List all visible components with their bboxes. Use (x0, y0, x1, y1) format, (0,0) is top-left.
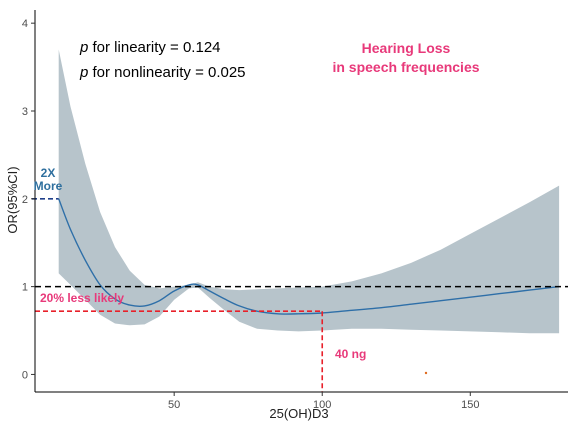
annotation-more: More (34, 179, 63, 193)
y-tick-label: 4 (22, 18, 28, 30)
y-tick-label: 2 (22, 194, 28, 206)
annotation-2x: 2X (41, 166, 56, 180)
y-tick-label: 0 (22, 369, 28, 381)
chart-title-line-1: Hearing Loss (362, 40, 451, 56)
y-tick-label: 1 (22, 282, 28, 294)
x-tick-label: 50 (168, 399, 180, 411)
nonlinearity-stat: p for nonlinearity = 0.025 (79, 64, 246, 81)
x-tick-label: 150 (461, 399, 479, 411)
estimate-line-layer (58, 198, 560, 315)
x-tick-label: 100 (313, 399, 331, 411)
chart-title-line-2: in speech frequencies (332, 59, 479, 75)
axis-layer: 50 100 150 0 1 2 3 4 (22, 10, 568, 411)
y-tick-label: 3 (22, 106, 28, 118)
y-axis-title: OR(95%CI) (5, 166, 20, 233)
annotation-40ng: 40 ng (335, 347, 366, 361)
estimate-line (58, 198, 560, 315)
ci-band-layer (58, 49, 560, 334)
annotation-layer (32, 198, 324, 392)
linearity-value: for linearity = 0.124 (88, 39, 220, 56)
ci-band (58, 49, 560, 334)
linearity-p-symbol: p (79, 39, 88, 56)
x-axis-title: 25(OH)D3 (269, 406, 328, 421)
stray-marker (424, 371, 428, 375)
nonlinearity-value: for nonlinearity = 0.025 (88, 64, 245, 81)
nonlinearity-p-symbol: p (79, 64, 88, 81)
linearity-stat: p for linearity = 0.124 (79, 39, 221, 56)
annotation-less-likely: 20% less likely (40, 291, 124, 305)
